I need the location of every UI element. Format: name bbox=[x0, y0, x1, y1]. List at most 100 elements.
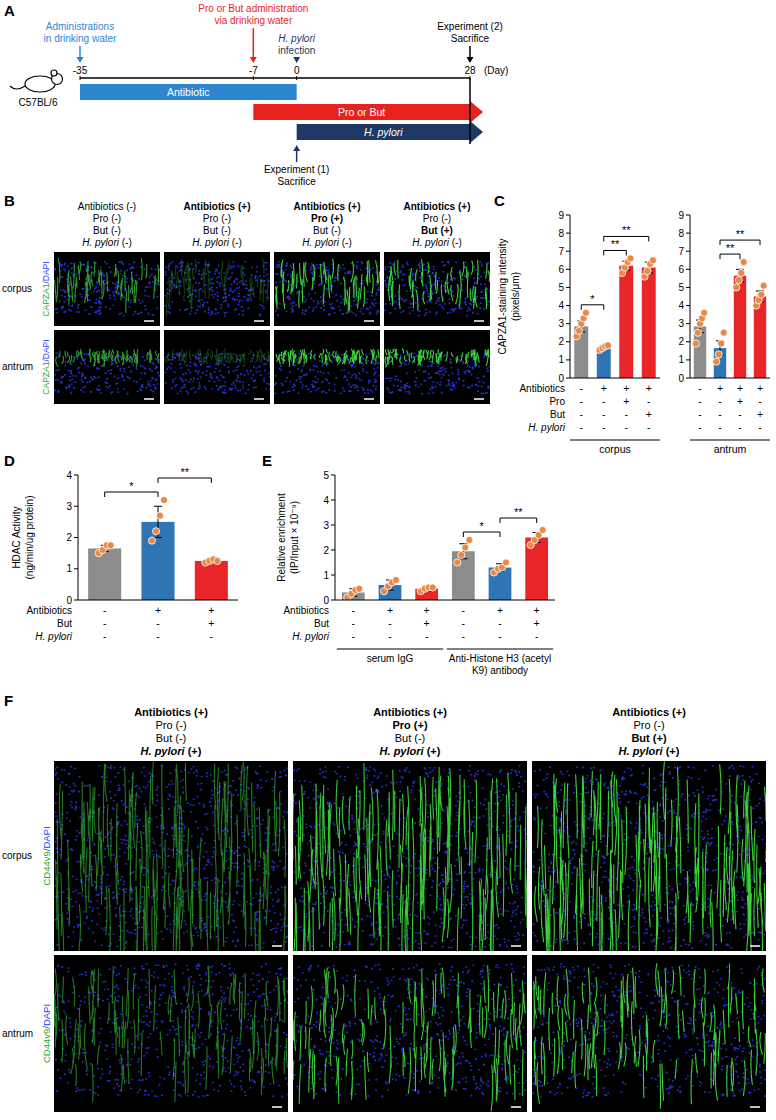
stain-part: DAPI bbox=[41, 826, 52, 848]
condition-value: - bbox=[103, 630, 107, 642]
condition-value: + bbox=[717, 382, 723, 394]
italic-span: H. pylori bbox=[528, 422, 565, 433]
condition-value: - bbox=[718, 408, 722, 420]
bar bbox=[619, 266, 633, 378]
data-point bbox=[701, 309, 708, 316]
y-tick bbox=[74, 506, 78, 507]
micrograph-stain bbox=[276, 349, 379, 367]
y-tick-label: 3 bbox=[323, 520, 329, 531]
y-tick bbox=[686, 305, 690, 306]
condition-value: - bbox=[498, 630, 502, 642]
data-point bbox=[733, 284, 740, 291]
stain-part: CD44v9 bbox=[41, 851, 52, 885]
condition-header: But (-) bbox=[313, 225, 341, 236]
data-point bbox=[454, 559, 461, 566]
period-label: Antibiotic bbox=[167, 86, 210, 98]
micrograph bbox=[384, 252, 490, 326]
y-tick-label: 4 bbox=[678, 300, 684, 311]
micrograph bbox=[54, 955, 288, 1112]
y-tick bbox=[331, 475, 335, 476]
significance-bracket bbox=[581, 305, 604, 310]
group-line bbox=[690, 440, 770, 441]
strain-label: C57BL/6 bbox=[19, 97, 58, 108]
y-axis-title: (IP/Input × 10⁻⁹) bbox=[289, 501, 300, 574]
event-label: infection bbox=[278, 45, 315, 56]
period-bar bbox=[297, 124, 470, 140]
period-bar bbox=[253, 104, 470, 120]
data-point bbox=[740, 258, 747, 265]
micrograph-ground bbox=[384, 252, 490, 326]
condition-header: Pro (-) bbox=[423, 213, 451, 224]
y-tick bbox=[686, 323, 690, 324]
condition-header: Antibiotics (+) bbox=[612, 706, 686, 718]
data-point bbox=[356, 585, 363, 592]
y-tick-label: 4 bbox=[66, 470, 72, 481]
y-tick bbox=[74, 568, 78, 569]
stain-label: CD44v9/DAPI bbox=[41, 826, 52, 885]
condition-value: - bbox=[352, 604, 356, 616]
condition-header: Antibiotics (+) bbox=[134, 706, 208, 718]
bar bbox=[642, 268, 656, 378]
condition-value: - bbox=[103, 604, 107, 616]
data-point bbox=[214, 557, 221, 564]
group-line bbox=[337, 649, 443, 650]
condition-value: + bbox=[155, 604, 161, 616]
micrograph-stain bbox=[167, 258, 268, 316]
scale-bar bbox=[364, 398, 374, 400]
micrograph-stain bbox=[293, 763, 527, 951]
y-tick bbox=[566, 359, 570, 360]
condition-header: But (+) bbox=[631, 732, 666, 744]
micrograph bbox=[274, 252, 380, 326]
condition-value: - bbox=[352, 617, 356, 629]
condition-header: Antibiotics (+) bbox=[404, 201, 471, 212]
row-label: corpus bbox=[2, 850, 32, 861]
y-axis-title: CAPZA1-staining intensity bbox=[497, 238, 508, 354]
condition-value: - bbox=[647, 395, 651, 407]
y-tick-label: 7 bbox=[558, 246, 564, 257]
scale-bar bbox=[511, 945, 521, 947]
period-arrowhead bbox=[470, 101, 483, 123]
condition-value: - bbox=[698, 408, 702, 420]
italic-span: H. pylori bbox=[619, 745, 664, 757]
micrograph bbox=[164, 330, 270, 404]
y-tick bbox=[331, 525, 335, 526]
stain-part: CD44v9 bbox=[41, 1029, 52, 1063]
condition-header: H. pylori (-) bbox=[302, 237, 351, 248]
condition-header: H. pylori (-) bbox=[412, 237, 461, 248]
condition-value: - bbox=[738, 408, 742, 420]
y-tick bbox=[686, 378, 690, 379]
period-arrowhead bbox=[470, 121, 483, 143]
row-label: corpus bbox=[2, 283, 32, 294]
y-tick-label: 2 bbox=[558, 336, 564, 347]
group-label: corpus bbox=[599, 443, 631, 455]
group-label: serum IgG bbox=[367, 653, 414, 664]
group-label-line: Anti-Histone H3 (acetyl bbox=[449, 653, 551, 664]
micrograph-stain bbox=[535, 761, 766, 951]
y-tick bbox=[74, 475, 78, 476]
y-tick bbox=[566, 341, 570, 342]
event-label: Administrations bbox=[46, 21, 114, 32]
y-tick bbox=[686, 359, 690, 360]
y-axis-title: (ng/min/ug protein) bbox=[24, 496, 35, 580]
y-tick-label: 1 bbox=[558, 354, 564, 365]
plot-marks bbox=[342, 526, 548, 600]
scale-bar bbox=[144, 398, 154, 400]
y-tick bbox=[566, 269, 570, 270]
condition-name: Pro bbox=[549, 396, 565, 407]
condition-value: + bbox=[646, 382, 652, 394]
significance-bracket bbox=[720, 254, 740, 259]
micrograph bbox=[532, 761, 766, 951]
x-axis bbox=[335, 600, 555, 601]
condition-header: But (-) bbox=[93, 225, 121, 236]
mouse-body bbox=[25, 76, 55, 92]
data-point bbox=[502, 559, 509, 566]
x-axis bbox=[78, 600, 238, 601]
condition-value: - bbox=[388, 630, 392, 642]
data-point bbox=[758, 291, 765, 298]
y-tick-label: 2 bbox=[678, 336, 684, 347]
time-axis bbox=[80, 77, 470, 79]
condition-value: - bbox=[698, 421, 702, 433]
data-point bbox=[604, 342, 611, 349]
significance-bracket bbox=[500, 518, 537, 523]
condition-name: But bbox=[314, 618, 329, 629]
